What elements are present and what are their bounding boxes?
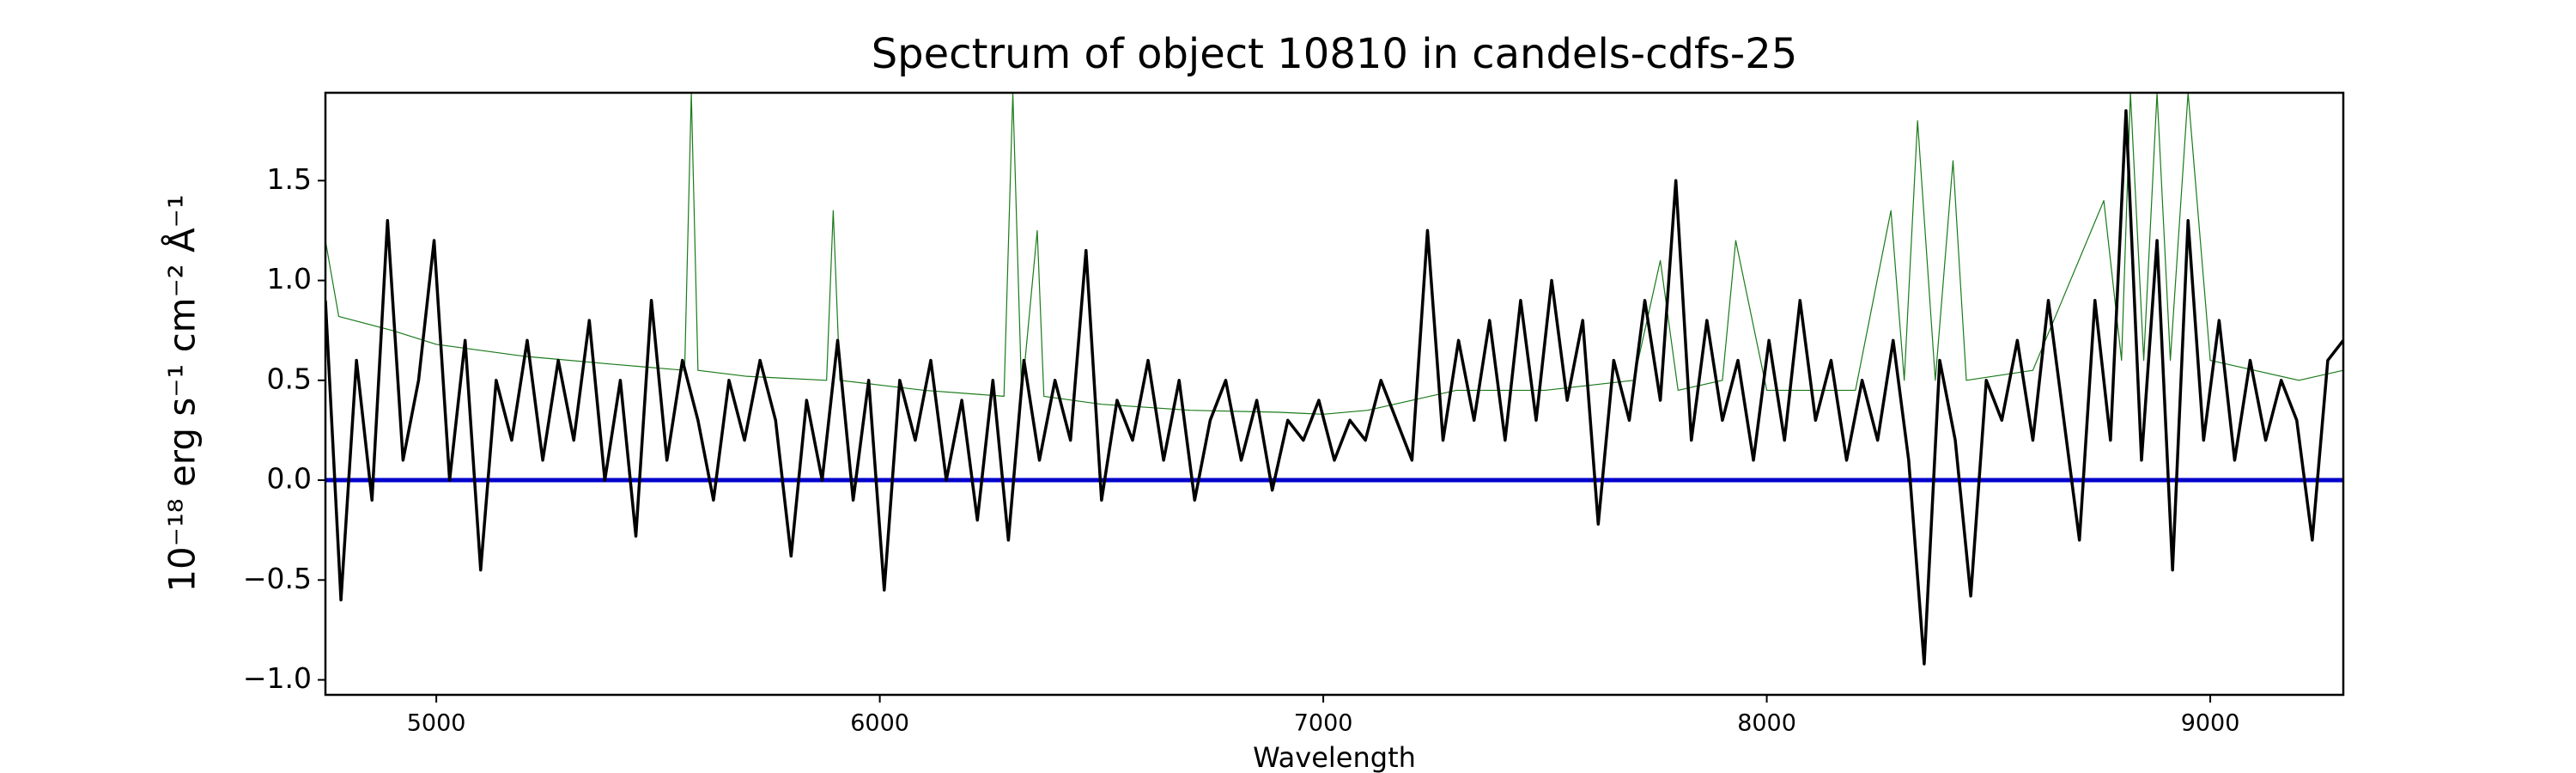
spectrum-line	[325, 93, 2343, 415]
x-tick-label: 7000	[1294, 710, 1353, 737]
chart-title: Spectrum of object 10810 in candels-cdfs…	[872, 30, 1798, 78]
y-axis-label: 10⁻¹⁸ erg s⁻¹ cm⁻² Å⁻¹	[161, 194, 204, 592]
spectrum-line	[325, 109, 2343, 666]
x-tick-label: 6000	[850, 710, 909, 737]
x-tick-label: 8000	[1737, 710, 1796, 737]
y-tick-label: −1.0	[243, 661, 312, 695]
plot-area	[325, 93, 2343, 666]
x-tick-label: 9000	[2181, 710, 2240, 737]
x-axis-label: Wavelength	[1253, 741, 1416, 773]
y-tick-label: 1.0	[267, 262, 312, 295]
y-tick-label: −0.5	[243, 562, 312, 595]
x-tick-label: 5000	[407, 710, 466, 737]
y-tick-label: 1.5	[267, 162, 312, 196]
y-tick-label: 0.0	[267, 462, 312, 496]
y-tick-label: 0.5	[267, 362, 312, 395]
plot-frame	[324, 91, 2345, 697]
